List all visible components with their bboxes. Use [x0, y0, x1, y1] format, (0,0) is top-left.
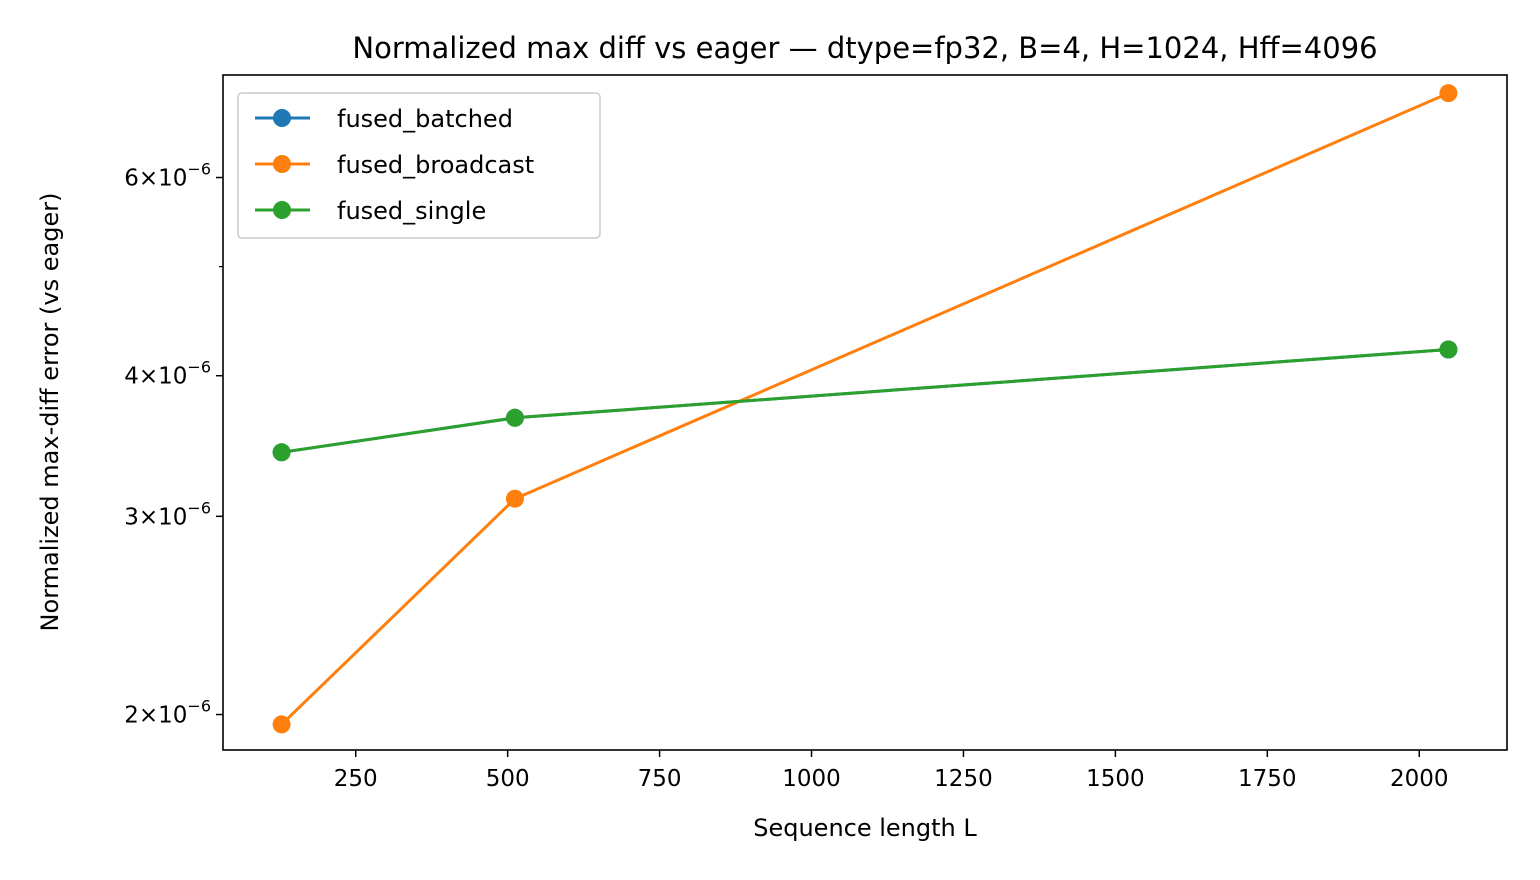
y-tick-label: 2×10−6	[124, 697, 211, 729]
x-tick-label: 500	[486, 766, 530, 792]
legend: fused_batched fused_broadcast fused_single	[237, 92, 601, 239]
x-tick-label: 750	[638, 766, 682, 792]
x-axis-ticks: 250 500 750 1000 1250 1500 1750 2000	[334, 750, 1449, 792]
series-line-fused_batched	[281, 348, 1449, 454]
y-tick-label: 3×10−6	[124, 498, 211, 530]
plot-frame	[222, 74, 1508, 751]
x-tick-label: 1500	[1086, 766, 1145, 792]
legend-label-fused_batched: fused_batched	[337, 105, 513, 133]
y-axis-ticks: 2×10−6 3×10−6 4×10−6 6×10−6	[124, 160, 223, 729]
legend-label-fused_broadcast: fused_broadcast	[337, 151, 534, 179]
data-point-fused_single	[505, 408, 524, 427]
data-point-fused_broadcast	[272, 715, 291, 734]
data-point-fused_single	[1439, 340, 1458, 359]
x-tick-label: 250	[334, 766, 378, 792]
x-tick-label: 1000	[782, 766, 841, 792]
legend-marker-fused_broadcast	[273, 155, 291, 173]
x-tick-label: 1250	[934, 766, 993, 792]
data-point-fused_broadcast	[1439, 84, 1458, 103]
series-line-fused_single	[281, 348, 1449, 454]
x-tick-label: 2000	[1390, 766, 1449, 792]
data-point-fused_broadcast	[505, 489, 524, 508]
data-point-fused_single	[272, 443, 291, 462]
legend-frame	[237, 92, 601, 239]
chart-title: Normalized max diff vs eager — dtype=fp3…	[352, 31, 1377, 65]
y-tick-label: 6×10−6	[124, 160, 211, 192]
legend-marker-fused_batched	[273, 109, 291, 127]
x-tick-label: 1750	[1238, 766, 1297, 792]
y-tick-label: 4×10−6	[124, 358, 211, 390]
legend-label-fused_single: fused_single	[337, 197, 486, 225]
y-axis-label: Normalized max-diff error (vs eager)	[36, 193, 64, 632]
series-points	[272, 84, 1458, 734]
legend-marker-fused_single	[273, 201, 291, 219]
x-axis-label: Sequence length L	[753, 814, 977, 842]
